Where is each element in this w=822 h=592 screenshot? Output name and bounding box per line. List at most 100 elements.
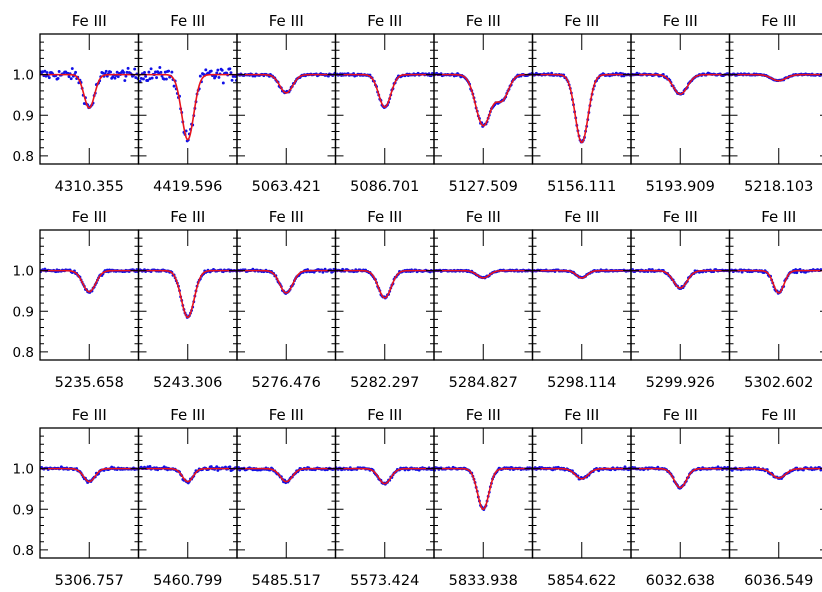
observed-point <box>57 70 61 73</box>
spectrum-panel: Fe III 4419.596 <box>137 12 238 195</box>
observed-point <box>215 71 219 75</box>
observed-point <box>70 67 74 70</box>
observed-series <box>434 71 533 128</box>
panel-frame <box>630 33 731 165</box>
wavelength-label: 5218.103 <box>744 179 813 195</box>
wavelength-label: 5063.421 <box>252 179 321 195</box>
observed-series <box>729 268 822 295</box>
y-tick-label: 1.0 <box>13 68 34 84</box>
observed-point <box>144 74 148 78</box>
observed-series <box>40 66 139 110</box>
panel-frame <box>137 229 238 361</box>
panel-frame <box>630 427 731 559</box>
panel-title: Fe III <box>663 208 698 226</box>
y-tick-label: 0.8 <box>13 543 34 559</box>
wavelength-label: 5284.827 <box>449 375 518 391</box>
observed-point <box>69 77 73 81</box>
observed-point <box>104 69 108 73</box>
spectrum-panel: Fe III 5298.114 <box>531 208 632 391</box>
observed-point <box>215 465 219 469</box>
model-line <box>631 269 730 289</box>
observed-point <box>113 76 117 80</box>
model-line <box>631 73 730 95</box>
observed-point <box>162 77 166 81</box>
observed-point <box>233 75 237 78</box>
panel-frame <box>334 33 435 165</box>
observed-point <box>41 70 45 74</box>
model-line <box>434 73 533 127</box>
observed-point <box>204 68 208 72</box>
panel-frame <box>433 229 534 361</box>
observed-point <box>143 71 146 74</box>
spectrum-panel: Fe III 5063.421 <box>236 12 337 195</box>
wavelength-label: 5299.926 <box>646 375 715 391</box>
model-line <box>40 467 139 483</box>
observed-point <box>228 67 232 71</box>
observed-point <box>149 67 153 71</box>
spectrum-panel: Fe III 5485.517 <box>236 406 337 589</box>
panel-frame <box>236 33 337 165</box>
observed-point <box>228 465 232 469</box>
spectrum-panel: Fe III 5302.602 <box>728 208 822 391</box>
y-tick-label: 0.8 <box>13 345 34 361</box>
observed-point <box>43 69 47 73</box>
observed-point <box>126 66 130 70</box>
observed-point <box>716 465 720 469</box>
panel-title: Fe III <box>466 12 501 30</box>
wavelength-label: 5156.111 <box>547 179 616 195</box>
wavelength-label: 5460.799 <box>153 573 222 589</box>
y-tick-label: 0.8 <box>13 149 34 165</box>
y-tick-label: 1.0 <box>13 462 34 478</box>
panel-title: Fe III <box>367 12 402 30</box>
model-line <box>532 467 631 480</box>
spectrum-panel: Fe III 5243.306 <box>137 208 238 391</box>
observed-point <box>147 70 151 74</box>
model-line <box>40 269 139 293</box>
model-line <box>40 73 139 109</box>
observed-point <box>125 70 129 74</box>
observed-point <box>74 70 78 74</box>
spectrum-panel: Fe III 5127.509 <box>433 12 534 195</box>
model-line <box>434 467 533 511</box>
model-line <box>138 73 237 141</box>
panel-title: Fe III <box>269 208 304 226</box>
wavelength-label: 5298.114 <box>547 375 616 391</box>
spectrum-panel: Fe III 5086.701 <box>334 12 435 195</box>
model-line <box>631 467 730 489</box>
observed-point <box>216 468 220 472</box>
observed-point <box>164 77 168 81</box>
spectrum-panel: Fe III 6032.638 <box>630 406 731 589</box>
model-line <box>532 269 631 279</box>
spectrum-panel: Fe III 5573.424 <box>334 406 435 589</box>
observed-series <box>40 267 139 294</box>
panel-frame <box>236 229 337 361</box>
spectrum-panel: Fe III 5284.827 <box>433 208 534 391</box>
model-line <box>335 269 434 299</box>
panel-frame <box>334 427 435 559</box>
observed-series <box>335 71 434 109</box>
y-tick-label: 0.9 <box>13 502 34 518</box>
wavelength-label: 5282.297 <box>350 375 419 391</box>
observed-point <box>159 70 163 74</box>
observed-point <box>163 70 167 74</box>
panel-frame <box>137 427 238 559</box>
model-line <box>729 73 822 82</box>
panel-frame <box>728 427 822 559</box>
observed-point <box>157 71 161 75</box>
observed-point <box>154 70 157 74</box>
observed-point <box>123 79 127 82</box>
spectrum-panel: Fe III 5299.926 <box>630 208 731 391</box>
spectrum-panel: Fe III 5854.622 <box>531 406 632 589</box>
panel-frame <box>39 33 140 165</box>
model-line <box>237 73 336 94</box>
observed-point <box>67 75 71 79</box>
observed-point <box>155 76 159 80</box>
observed-point <box>217 75 221 79</box>
panel-frame <box>531 427 632 559</box>
panel-title: Fe III <box>663 406 698 424</box>
model-line <box>434 269 533 279</box>
observed-point <box>170 70 174 74</box>
observed-point <box>45 71 49 75</box>
observed-series <box>138 65 237 143</box>
